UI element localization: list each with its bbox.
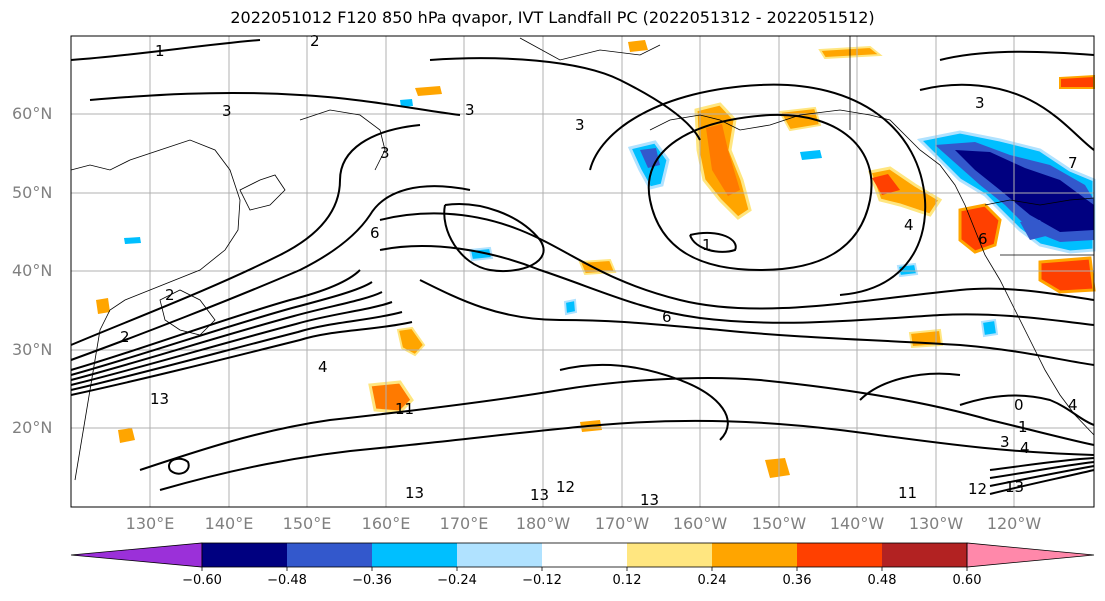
colorbar-segment bbox=[457, 543, 542, 567]
contour-label: 0 bbox=[1014, 396, 1024, 414]
contour-label: 6 bbox=[370, 224, 380, 242]
lon-label: 130°W bbox=[908, 514, 964, 533]
colorbar-tick-label: −0.24 bbox=[437, 573, 477, 588]
lon-label: 160°E bbox=[361, 514, 411, 533]
lat-label: 30°N bbox=[12, 340, 53, 359]
contour-label: 12 bbox=[556, 478, 575, 496]
contour-label: 13 bbox=[1005, 478, 1024, 496]
colorbar-segment bbox=[542, 543, 627, 567]
colorbar-segment bbox=[797, 543, 882, 567]
contour-label: 3 bbox=[222, 102, 232, 120]
colorbar-segment bbox=[287, 543, 372, 567]
lat-label: 50°N bbox=[12, 183, 53, 202]
colorbar-segment bbox=[202, 543, 287, 567]
map-title: 2022051012 F120 850 hPa qvapor, IVT Land… bbox=[230, 8, 875, 27]
lon-label: 140°W bbox=[829, 514, 885, 533]
colorbar-tick-label: 0.24 bbox=[697, 573, 727, 588]
coastlines bbox=[70, 36, 1095, 481]
contour-label: 6 bbox=[662, 308, 672, 326]
colorbar-segment bbox=[882, 543, 967, 567]
colorbar-tick-label: 0.12 bbox=[612, 573, 642, 588]
lon-label: 140°E bbox=[204, 514, 254, 533]
contour-label: 12 bbox=[968, 480, 987, 498]
lon-label: 150°W bbox=[751, 514, 807, 533]
lon-label: 180°W bbox=[515, 514, 571, 533]
colorbar-segment bbox=[627, 543, 712, 567]
contour-label: 4 bbox=[904, 216, 914, 234]
colorbar-tick-label: 0.60 bbox=[952, 573, 982, 588]
contour-label: 3 bbox=[975, 94, 985, 112]
contour-label: 1 bbox=[155, 42, 165, 60]
contour-label: 4 bbox=[1020, 439, 1030, 457]
lat-label: 40°N bbox=[12, 261, 53, 280]
colorbar-left-extension bbox=[70, 542, 203, 568]
contour-label: 13 bbox=[405, 484, 424, 502]
contour-labels: 1 2 3 3 3 3 2 2 6 6 4 1 11 13 13 12 13 1… bbox=[120, 32, 1078, 509]
contour-label: 13 bbox=[150, 390, 169, 408]
contour-label: 2 bbox=[120, 328, 130, 346]
colorbar-segment bbox=[372, 543, 457, 567]
map-border bbox=[70, 35, 1095, 508]
negative-anomaly-shading bbox=[124, 99, 1096, 338]
lon-label: 130°E bbox=[125, 514, 175, 533]
colorbar-tick-label: −0.48 bbox=[267, 573, 307, 588]
colorbar-tick-label: 0.48 bbox=[867, 573, 897, 588]
colorbar-segment bbox=[712, 543, 797, 567]
lon-label: 160°W bbox=[672, 514, 728, 533]
colorbar-tick-label: −0.36 bbox=[352, 573, 392, 588]
colorbar-tick-label: 0.36 bbox=[782, 573, 812, 588]
lat-label: 20°N bbox=[12, 418, 53, 437]
lon-label: 170°W bbox=[594, 514, 650, 533]
contour-label: 7 bbox=[1068, 154, 1078, 172]
lon-label: 120°W bbox=[986, 514, 1042, 533]
contour-label: 3 bbox=[575, 116, 585, 134]
contour-label: 3 bbox=[380, 144, 390, 162]
contour-label: 2 bbox=[310, 32, 320, 50]
contour-label: 4 bbox=[1068, 396, 1078, 414]
contour-label: 11 bbox=[395, 400, 414, 418]
contour-label: 11 bbox=[898, 484, 917, 502]
lon-label: 170°E bbox=[439, 514, 489, 533]
contour-label: 4 bbox=[318, 358, 328, 376]
colorbar-right-extension bbox=[966, 542, 1095, 568]
colorbar-tick-label: −0.60 bbox=[182, 573, 222, 588]
contour-label: 13 bbox=[640, 491, 659, 509]
lat-label: 60°N bbox=[12, 104, 53, 123]
positive-anomaly-shading bbox=[96, 40, 1096, 478]
contour-label: 6 bbox=[978, 230, 988, 248]
contour-label: 2 bbox=[165, 286, 175, 304]
colorbar-tick-label: −0.12 bbox=[522, 573, 562, 588]
contour-label: 1 bbox=[1018, 418, 1028, 436]
contour-label: 13 bbox=[530, 486, 549, 504]
contour-label: 3 bbox=[465, 101, 475, 119]
lon-label: 150°E bbox=[282, 514, 332, 533]
qvapor-contours bbox=[70, 39, 1095, 495]
contour-label: 1 bbox=[702, 236, 712, 254]
contour-label: 3 bbox=[1000, 433, 1010, 451]
colorbar bbox=[70, 542, 1095, 571]
